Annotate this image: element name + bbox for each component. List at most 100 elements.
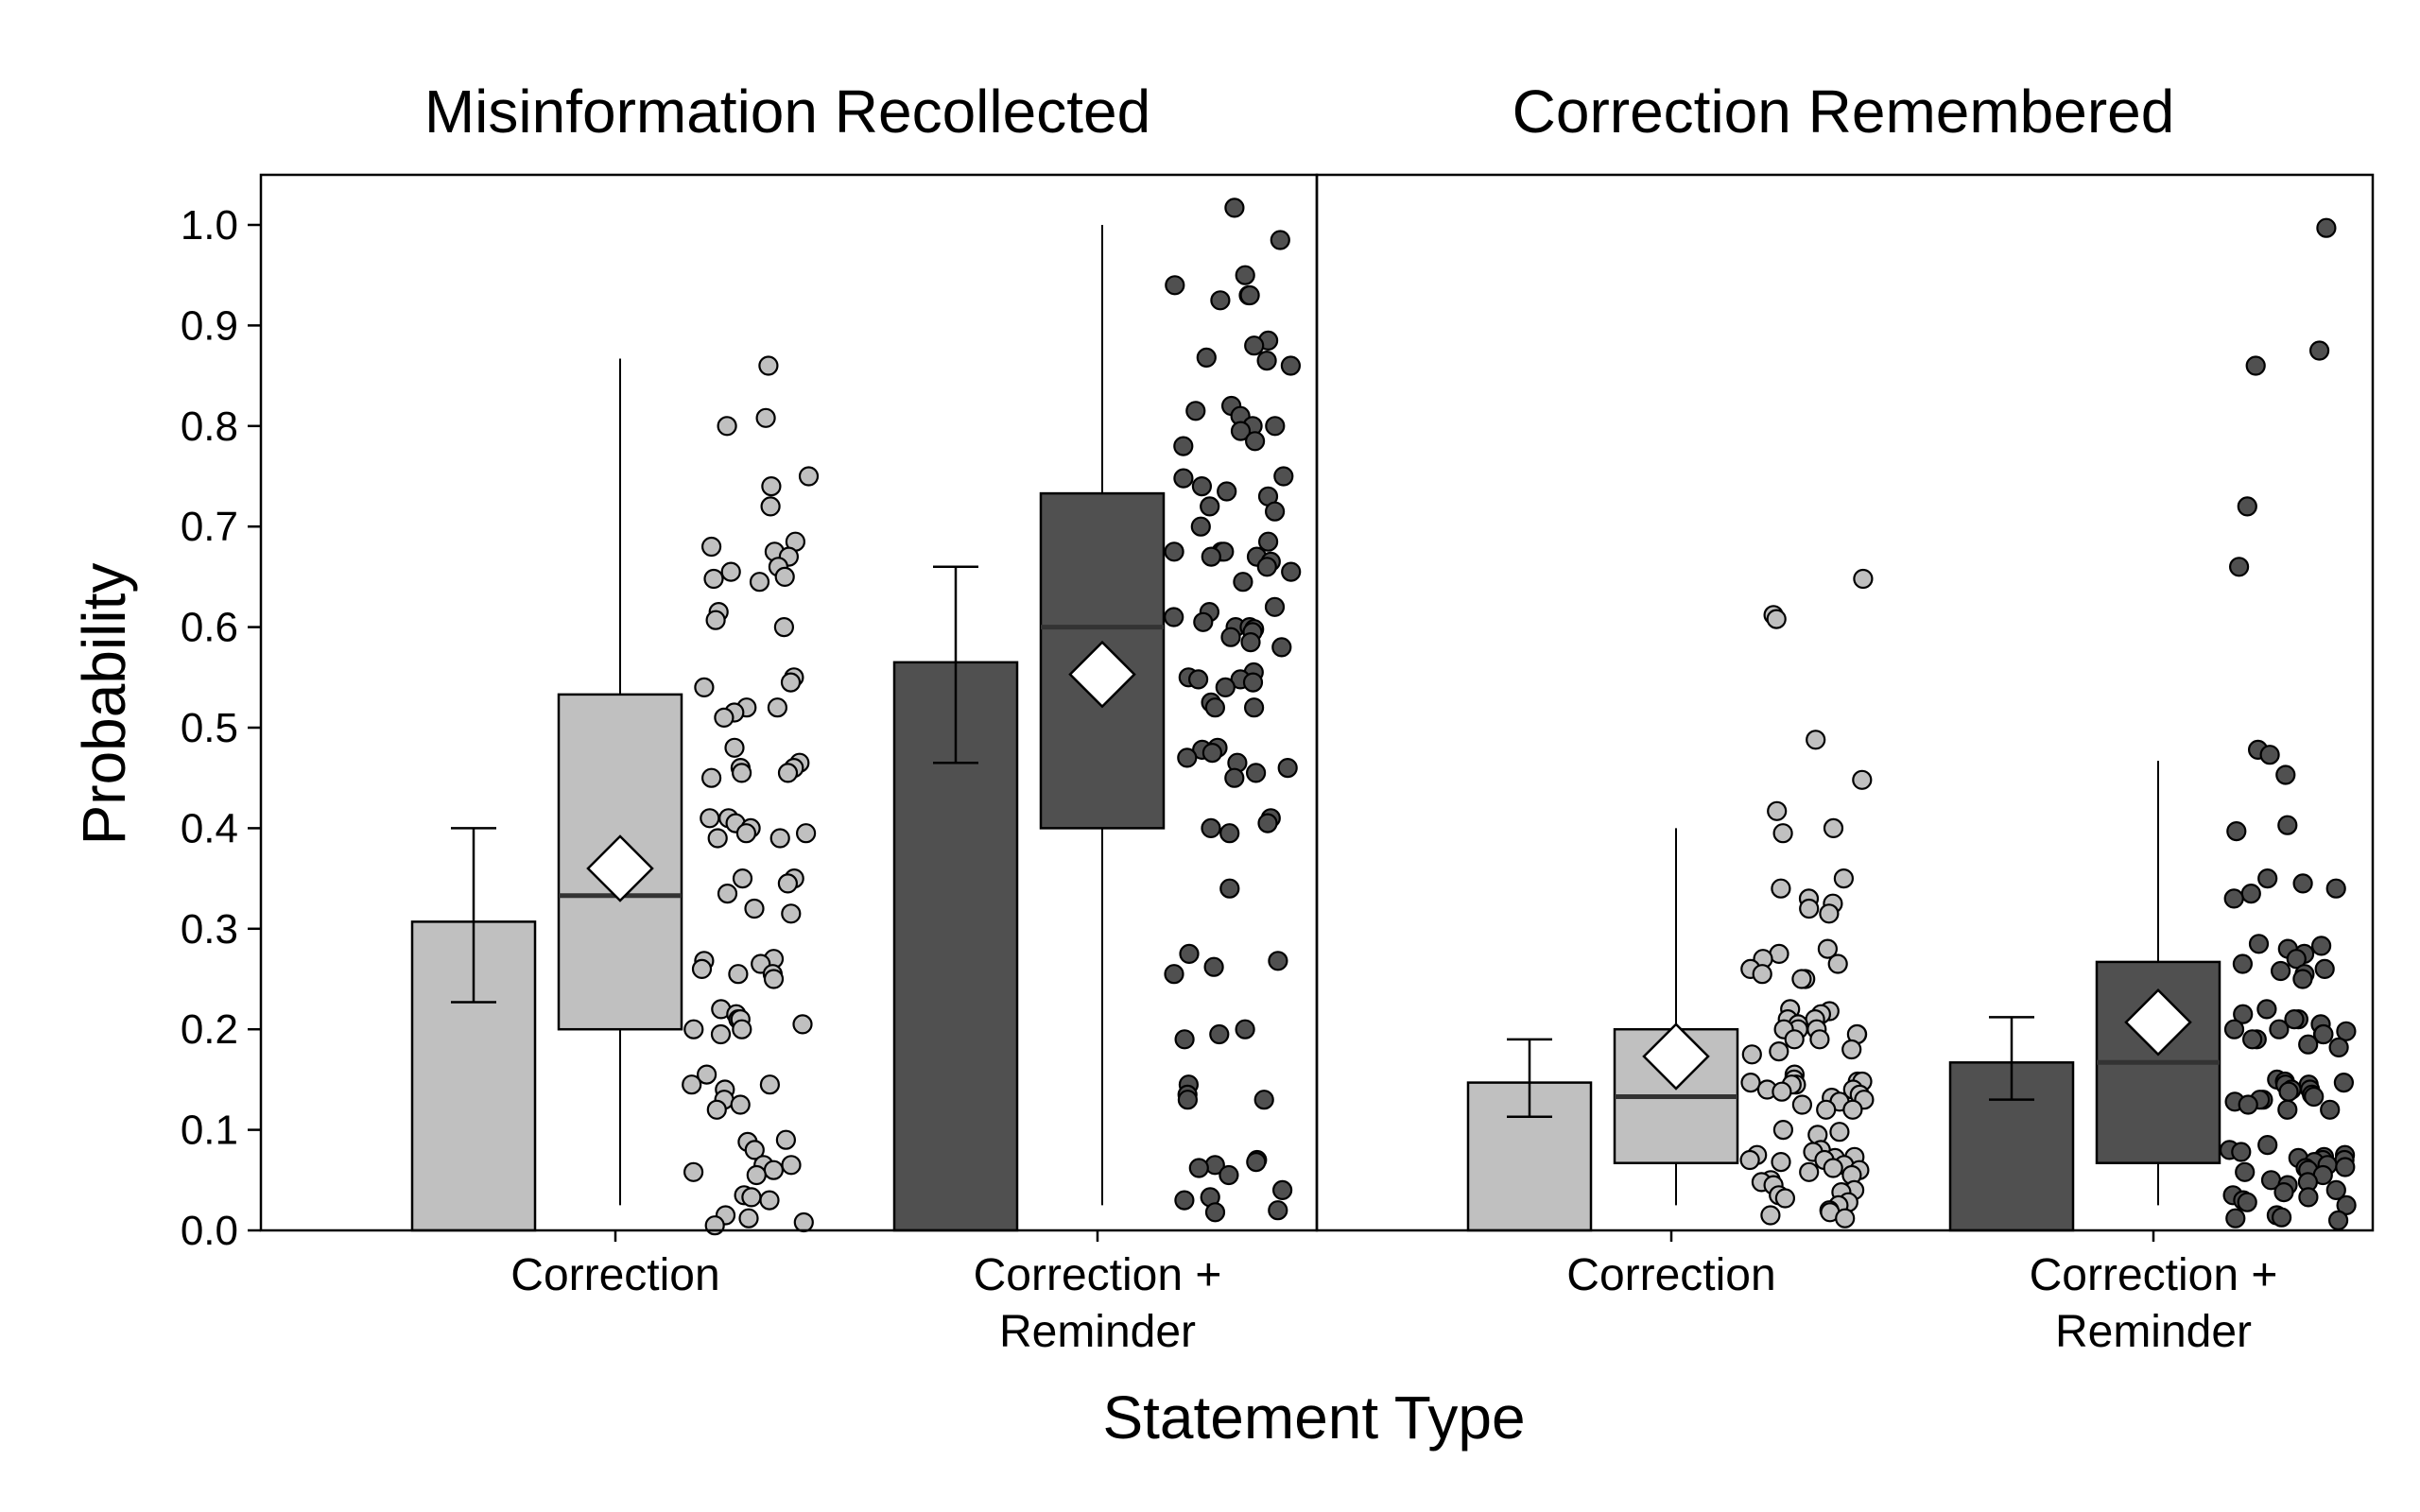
data-point [1827,954,1848,974]
data-point [1791,1094,1813,1115]
data-point [703,568,724,590]
data-point [2257,868,2278,889]
data-point [1823,1158,1843,1178]
data-point [1177,1090,1199,1110]
data-point [1771,1151,1791,1173]
x-tick-label: Reminder [999,1307,1196,1357]
data-point [1809,1029,1830,1050]
data-point [781,903,802,924]
data-point [1740,1072,1761,1093]
data-point [2336,1021,2357,1041]
data-point [1174,1029,1195,1050]
data-point [1273,466,1294,487]
data-point [2286,949,2307,970]
data-point [1852,769,1873,790]
data-point [1200,496,1220,517]
y-tick-label: 1.0 [181,202,238,249]
data-point [2245,355,2266,376]
data-point [2316,217,2337,238]
panel-title: Correction Remembered [1512,77,2175,146]
data-point [705,610,726,630]
data-point [773,616,795,638]
data-point [2313,1023,2334,1045]
data-point [1224,198,1245,218]
data-point [2278,1081,2299,1102]
data-point [2320,1099,2341,1120]
data-point [1841,1039,1862,1060]
data-point [1240,631,1261,653]
data-point [2256,999,2277,1020]
data-point [2335,1157,2356,1177]
data-point [1190,516,1211,537]
data-point [1835,1208,1856,1228]
data-point [1219,823,1240,844]
data-point [1217,481,1237,502]
data-point [1246,1151,1267,1173]
data-point [1164,541,1184,562]
data-point [2248,934,2270,954]
x-tick-label: Correction [1566,1250,1775,1300]
data-point [2309,340,2330,361]
data-point [1771,878,1791,899]
data-point [1244,335,1265,356]
data-point [1235,265,1255,285]
data-point [780,672,802,693]
data-point [732,1019,752,1040]
data-point [700,536,722,558]
data-point [694,677,715,698]
data-point [700,767,722,788]
data-point [2333,1072,2354,1093]
data-point [2238,1094,2258,1115]
data-point [1268,1200,1288,1221]
data-point [2226,820,2247,842]
data-point [1235,1019,1255,1040]
data-point [1201,546,1221,567]
data-point [1174,1190,1195,1211]
y-tick-label: 0.7 [181,504,238,550]
data-point [1791,969,1812,989]
data-point [1741,1044,1762,1065]
data-point [2232,954,2253,974]
x-tick-label: Correction + [974,1250,1222,1300]
data-point [2325,878,2346,899]
data-point [1204,1202,1226,1223]
data-point [2336,1194,2357,1216]
data-point [744,898,765,919]
data-point [741,1187,762,1208]
mean-diamond [1068,640,1136,709]
data-point [2223,888,2244,909]
data-point [730,1094,751,1115]
data-point [744,1140,765,1160]
data-point [2298,1034,2319,1055]
data-point [1268,951,1288,971]
data-point [1784,1029,1805,1050]
data-point [749,572,770,593]
data-point [1257,531,1279,552]
data-point [1239,284,1260,306]
data-point [1201,817,1221,839]
data-point [763,969,785,989]
data-point [2298,1187,2319,1208]
data-point [793,1211,814,1233]
y-axis: 0.0 0.1 0.2 0.3 0.4 0.5 0.6 0.7 0.8 0.9 1.0 [181,202,261,1254]
data-point [2275,765,2296,785]
data-point [682,1074,702,1095]
data-point [777,763,799,783]
data-point [1819,903,1840,924]
data-point [1842,1099,1863,1120]
panel-misinformation-recollected: Misinformation Recollected [259,77,1319,1236]
panel-frame [1315,173,2375,1232]
data-point [728,964,749,985]
data-point [767,697,788,718]
data-point [2325,1179,2346,1201]
data-point [2292,873,2313,894]
data-point [1816,1099,1837,1120]
data-point [1242,672,1264,693]
data-point [2237,1192,2257,1212]
data-point [746,1164,767,1186]
data-point [1829,1122,1850,1143]
x-axis: Correction Correction + Reminder Correction… [510,1230,2277,1357]
data-point [1164,607,1184,627]
data-point [1188,1158,1209,1178]
data-point [759,1074,781,1095]
